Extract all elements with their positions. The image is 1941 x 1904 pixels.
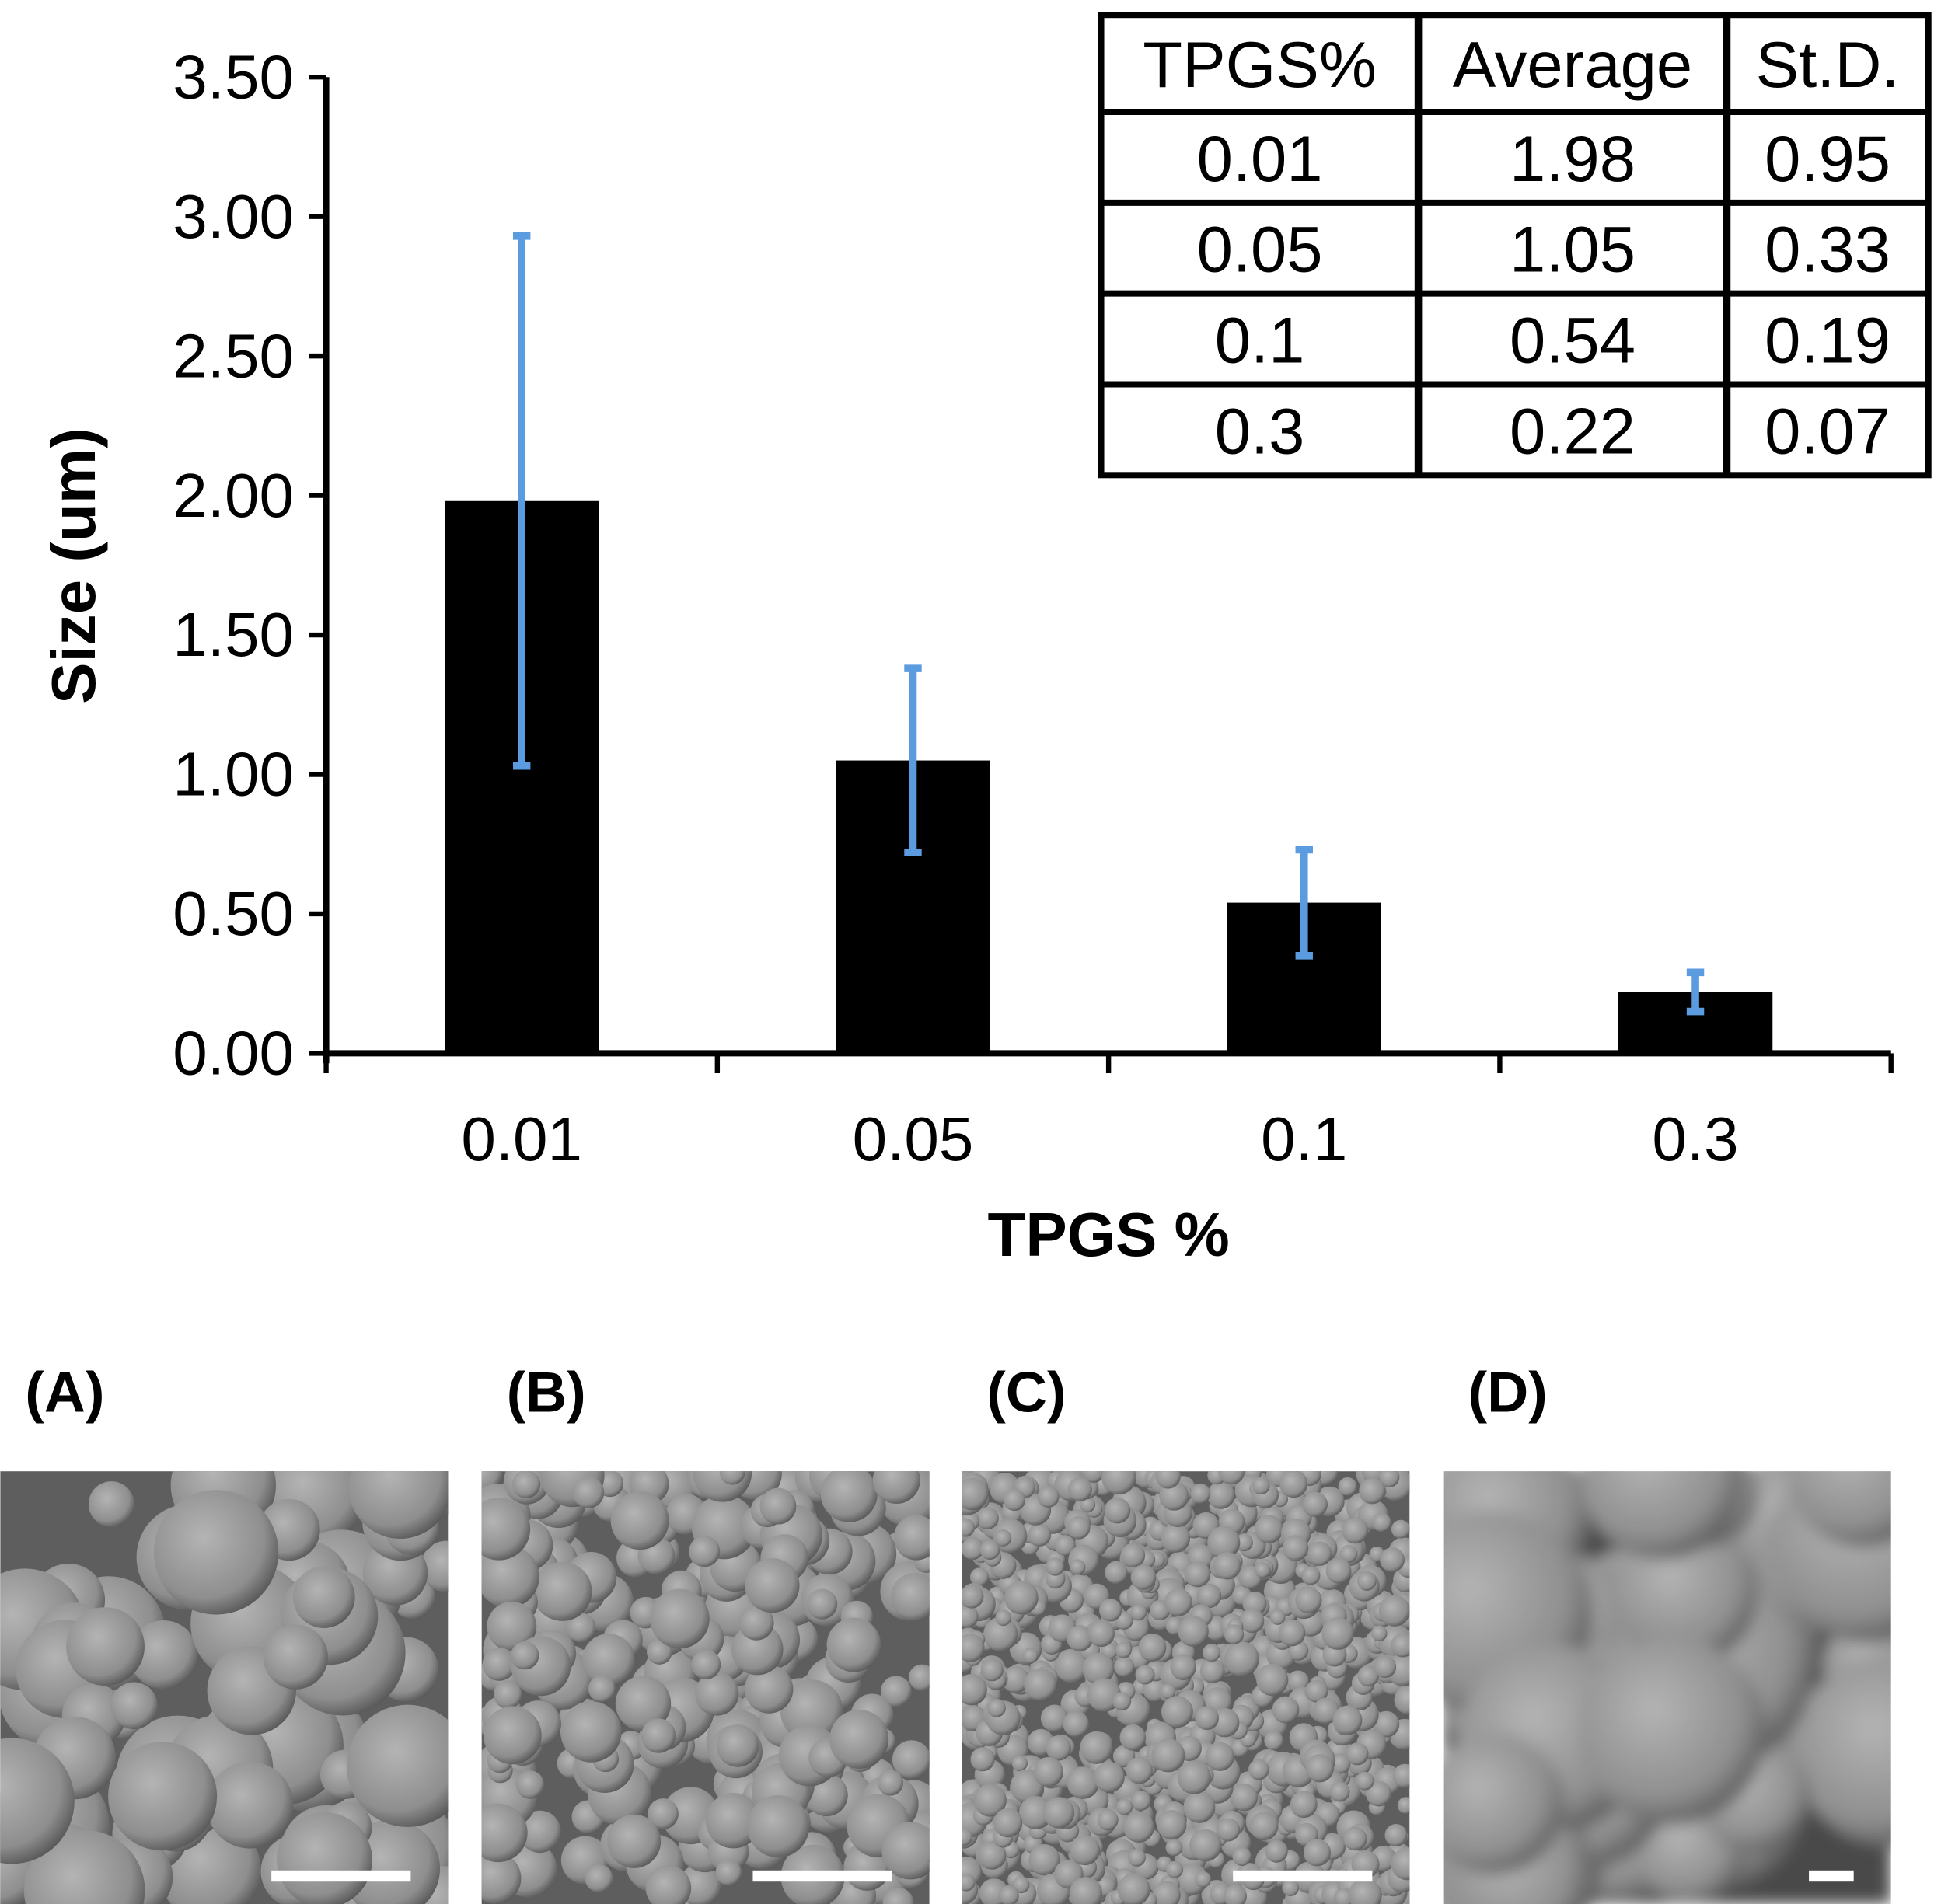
table-cell: 0.33: [1765, 214, 1890, 286]
error-bar: [513, 232, 531, 770]
data-table: TPGS% Average St.D. 0.01 1.98 0.95 0.05 1.05 0.3…: [1098, 12, 1932, 479]
panel-label: (B): [507, 1359, 586, 1424]
y-tick-label: 0.00: [173, 1019, 294, 1088]
x-tick-label: 0.1: [1261, 1104, 1347, 1173]
scale-bar: [1233, 1870, 1373, 1882]
x-axis-label: TPGS %: [988, 1200, 1230, 1269]
y-tick-label: 3.50: [173, 42, 294, 111]
table-header-cell: TPGS%: [1143, 29, 1377, 101]
y-tick-label: 0.50: [173, 879, 294, 948]
table-cell: 0.3: [1215, 395, 1305, 467]
y-tick-label: 1.50: [173, 600, 294, 669]
table-cell: 0.07: [1765, 395, 1890, 467]
table-cell: 0.1: [1215, 304, 1305, 376]
table-header-cell: St.D.: [1756, 29, 1900, 101]
y-tick-label: 3.00: [173, 182, 294, 251]
table-header-cell: Average: [1453, 29, 1692, 101]
table-cell: 0.54: [1510, 304, 1636, 376]
table-cell: 0.01: [1197, 123, 1323, 195]
sem-image: [0, 1471, 449, 1904]
sem-image: [1443, 1471, 1891, 1904]
panel-label: (C): [986, 1359, 1066, 1424]
table-cell: 1.98: [1510, 123, 1636, 195]
x-tick-label: 0.01: [461, 1104, 582, 1173]
table-cell: 1.05: [1510, 214, 1636, 286]
panel-label: (D): [1468, 1359, 1548, 1424]
y-tick-label: 1.00: [173, 740, 294, 809]
y-axis-label: Size (um): [39, 427, 108, 704]
error-bar: [904, 664, 922, 856]
sem-panels: (A) (B) (C) (D): [0, 1359, 1891, 1904]
sem-image: [962, 1471, 1410, 1904]
scale-bar: [752, 1870, 892, 1882]
y-tick-label: 2.00: [173, 461, 294, 530]
y-tick-label: 2.50: [173, 321, 294, 390]
table-cell: 0.22: [1510, 395, 1636, 467]
x-tick-label: 0.3: [1652, 1104, 1738, 1173]
bar-chart: 0.00 0.50 1.00 1.50 2.00 2.50 3.00 3.50 0.01 0.05…: [173, 42, 1894, 1173]
table-cell: 0.05: [1197, 214, 1323, 286]
error-bar: [1295, 846, 1313, 960]
sem-image: [481, 1471, 930, 1904]
error-bar: [1686, 968, 1705, 1016]
x-tick-label: 0.05: [853, 1104, 974, 1173]
scale-bar: [271, 1870, 411, 1882]
table-cell: 0.95: [1765, 123, 1890, 195]
panel-label: (A): [25, 1359, 104, 1424]
table-cell: 0.19: [1765, 304, 1890, 376]
scale-bar: [1809, 1870, 1854, 1882]
